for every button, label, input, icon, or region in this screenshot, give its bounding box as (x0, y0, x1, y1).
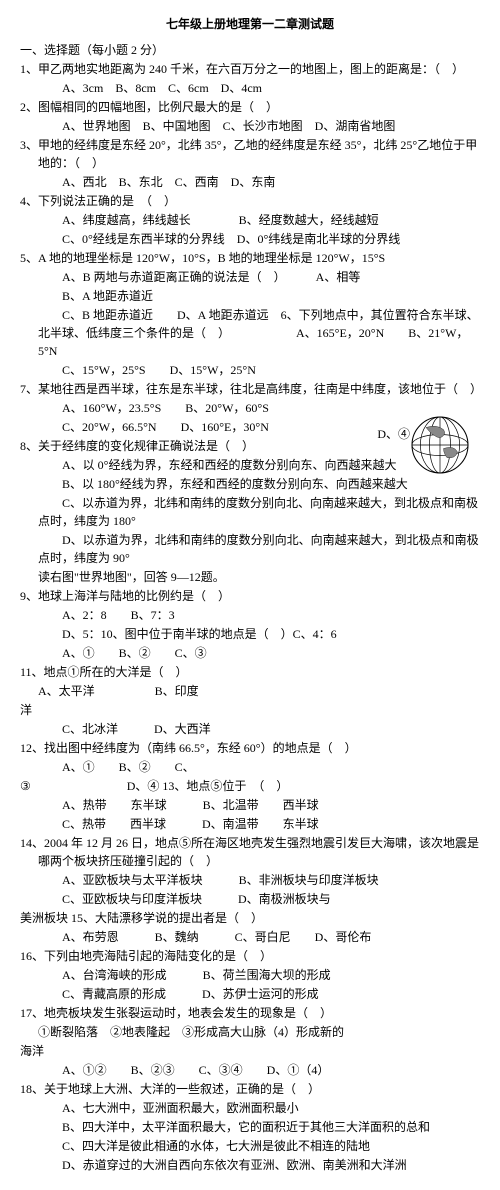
question-18-option-a: A、七大洲中，亚洲面积最大，欧洲面积最小 (20, 1099, 480, 1117)
question-10: D、5：10、图中位于南半球的地点是（ ）C、4：6 (20, 625, 480, 643)
question-11: 11、地点①所在的大洋是（ ） (20, 663, 480, 681)
read-map-instruction: 读右图"世界地图"，回答 9—12题。 (20, 568, 480, 586)
globe-image (405, 410, 475, 480)
question-4: 4、下列说法正确的是 （ ） (20, 192, 480, 210)
question-18-option-b: B、四大洋中，太平洋面积最大，它的面积近于其他三大洋面积的总和 (20, 1118, 480, 1136)
question-5-sub-a: A、B 两地与赤道距离正确的说法是（ ） A、相等 (20, 268, 480, 286)
question-11-options: A、太平洋 B、印度 (20, 682, 480, 700)
question-5-sub-b: B、A 地距赤道近 (20, 287, 480, 305)
question-5-sub-c: C、B 地距赤道近 D、A 地距赤道远 6、下列地点中，其位置符合东半球、北半球… (20, 306, 480, 360)
question-16-options-2: C、青藏高原的形成 D、苏伊士运河的形成 (20, 985, 480, 1003)
question-14-options-2: C、亚欧板块与印度洋板块 D、南极洲板块与 (20, 890, 480, 908)
question-11-sub: 洋 (20, 701, 480, 719)
question-17: 17、地壳板块发生张裂运动时，地表会发生的现象是（ ） (20, 1004, 480, 1022)
question-14-sub: 美洲板块 15、大陆漂移学说的提出者是（ ） (20, 909, 480, 927)
page-title: 七年级上册地理第一二章测试题 (20, 15, 480, 33)
question-12: 12、找出图中经纬度为（南纬 66.5°，东经 60°）的地点是（ ） (20, 739, 480, 757)
question-1-options: A、3cm B、8cm C、6cm D、4cm (20, 79, 480, 97)
question-13-options: A、热带 东半球 B、北温带 西半球 (20, 796, 480, 814)
question-11-options-2: C、北冰洋 D、大西洋 (20, 720, 480, 738)
question-2: 2、图幅相同的四幅地图，比例尺最大的是（ ） (20, 98, 480, 116)
question-3-options: A、西北 B、东北 C、西南 D、东南 (20, 173, 480, 191)
question-9-options: A、2：8 B、7：3 (20, 606, 480, 624)
question-5: 5、A 地的地理坐标是 120°W，10°S，B 地的地理坐标是 120°W，1… (20, 249, 480, 267)
question-14: 14、2004 年 12 月 26 日，地点⑤所在海区地壳发生强烈地震引发巨大海… (20, 834, 480, 870)
question-3: 3、甲地的经纬度是东经 20°，北纬 35°，乙地的经纬度是东经 35°，北纬 … (20, 136, 480, 172)
section-header: 一、选择题（每小题 2 分） (20, 41, 480, 59)
question-2-options: A、世界地图 B、中国地图 C、长沙市地图 D、湖南省地图 (20, 117, 480, 135)
question-5-sub-d: C、15°W，25°S D、15°W，25°N (20, 361, 480, 379)
question-18-option-c: C、四大洋是彼此相通的水体，七大洲是彼此不相连的陆地 (20, 1137, 480, 1155)
question-18-option-d: D、赤道穿过的大洲自西向东依次有亚洲、欧洲、南美洲和大洋洲 (20, 1156, 480, 1174)
question-1: 1、甲乙两地实地距离为 240 千米，在六百万分之一的地图上，图上的距离是：（ … (20, 60, 480, 78)
question-17-options-2: A、①② B、②③ C、③④ D、①（4） (20, 1061, 480, 1079)
question-17-sub: 海洋 (20, 1042, 480, 1060)
question-10-options: A、① B、② C、③ (20, 644, 480, 662)
question-7: 7、某地往西是西半球，往东是东半球，往北是高纬度，往南是中纬度，该地位于（ ） (20, 380, 480, 398)
question-4-option-b: C、0°经线是东西半球的分界线 D、0°纬线是南北半球的分界线 (20, 230, 480, 248)
question-13-options-2: C、热带 西半球 D、南温带 东半球 (20, 815, 480, 833)
question-8-option-c: C、以赤道为界，北纬和南纬的度数分别向北、向南越来越大，到北极点和南极点时，纬度… (20, 494, 480, 530)
question-8-option-d: D、以赤道为界，北纬和南纬的度数分别向北、向南越来越大，到北极点和南极点时，纬度… (20, 531, 480, 567)
question-14-options: A、亚欧板块与太平洋板块 B、非洲板块与印度洋板块 (20, 871, 480, 889)
question-17-options: ①断裂陷落 ②地表隆起 ③形成高大山脉（4）形成新的 (20, 1023, 480, 1041)
question-16-options: A、台湾海峡的形成 B、荷兰围海大坝的形成 (20, 966, 480, 984)
question-18: 18、关于地球上大洲、大洋的一些叙述，正确的是（ ） (20, 1080, 480, 1098)
question-9: 9、地球上海洋与陆地的比例约是（ ） (20, 587, 480, 605)
question-12-sub: ③ D、④ 13、地点⑤位于 （ ） (20, 777, 480, 795)
question-4-option-a: A、纬度越高，纬线越长 B、经度数越大，经线越短 (20, 211, 480, 229)
question-12-options: A、① B、② C、 (20, 758, 480, 776)
question-16: 16、下列由地壳海陆引起的海陆变化的是（ ） (20, 947, 480, 965)
question-15-options: A、布劳恩 B、魏纳 C、哥白尼 D、哥伦布 (20, 928, 480, 946)
